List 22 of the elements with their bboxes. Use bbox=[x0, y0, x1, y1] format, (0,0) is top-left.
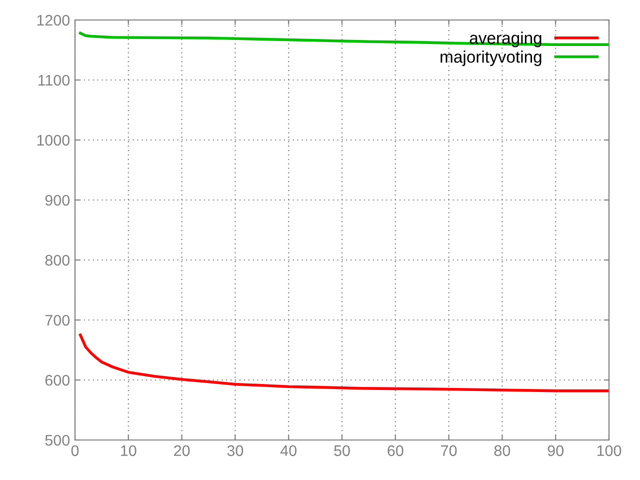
y-tick-label: 700 bbox=[45, 314, 70, 326]
x-tick-label: 50 bbox=[334, 445, 350, 456]
x-tick-label: 10 bbox=[121, 445, 136, 456]
x-tick-label: 80 bbox=[494, 445, 510, 456]
line-series bbox=[78, 334, 609, 392]
x-tick-label: 30 bbox=[227, 445, 244, 456]
line-series bbox=[78, 32, 609, 46]
y-tick-label: 900 bbox=[45, 194, 70, 206]
x-tick-label: 70 bbox=[441, 445, 457, 456]
x-tick-label: 100 bbox=[597, 445, 622, 456]
x-tick-label: 20 bbox=[174, 445, 190, 456]
x-tick-label: 60 bbox=[388, 445, 404, 456]
legend-label: majorityvoting bbox=[440, 50, 542, 66]
y-tick-label: 1200 bbox=[37, 14, 70, 26]
x-tick-label: 0 bbox=[71, 445, 79, 456]
y-tick-label: 1100 bbox=[38, 74, 70, 86]
x-tick-label: 40 bbox=[280, 445, 296, 456]
y-tick-label: 500 bbox=[45, 434, 70, 446]
y-tick-label: 600 bbox=[45, 374, 70, 386]
y-tick-label: 1000 bbox=[37, 134, 70, 146]
x-tick-label: 90 bbox=[548, 445, 564, 456]
y-tick-label: 800 bbox=[45, 254, 70, 266]
